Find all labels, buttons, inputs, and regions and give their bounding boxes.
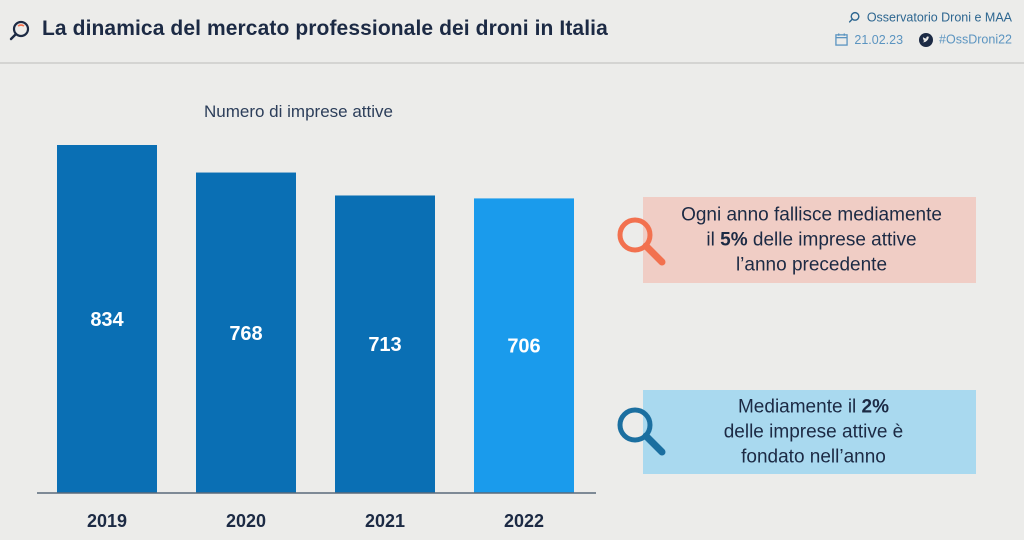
drone-logo-icon — [848, 12, 860, 23]
callout-closure-line2-post: delle imprese attive — [747, 229, 917, 251]
bar-value-label: 768 — [229, 323, 262, 345]
callout-founded-text: Mediamente il 2% delle imprese attive è … — [643, 395, 976, 470]
magnifier-icon — [617, 217, 666, 266]
bar-value-label: 706 — [507, 336, 540, 358]
bar-2022 — [474, 198, 574, 493]
x-tick-label: 2021 — [365, 511, 405, 531]
hashtag-link[interactable]: #OssDroni22 — [939, 32, 1012, 47]
callout-founded-line1-pre: Mediamente il — [737, 396, 862, 418]
twitter-icon[interactable] — [919, 32, 934, 47]
date-row: 21.02.23 #OssDroni22 — [835, 32, 1012, 47]
callout-closure-line2-pre: il — [706, 229, 721, 251]
x-tick-label: 2022 — [504, 511, 544, 531]
date-label: 21.02.23 — [854, 32, 904, 47]
source-label: Osservatorio Droni e MAA — [866, 10, 1012, 25]
bar-2021 — [335, 195, 435, 494]
header: La dinamica del mercato professionale de… — [0, 0, 1024, 64]
callout-closure-percent: 5% — [720, 229, 748, 251]
callout-closure-rate: Ogni anno fallisce mediamente il 5% dell… — [643, 197, 976, 283]
x-tick-label: 2020 — [226, 511, 266, 531]
callout-founded-line3: fondato nell’anno — [741, 446, 886, 468]
bar-value-label: 834 — [90, 309, 124, 331]
callout-founded-rate: Mediamente il 2% delle imprese attive è … — [643, 390, 976, 474]
source-row: Osservatorio Droni e MAA — [848, 10, 1012, 25]
callout-founded-line2: delle imprese attive è — [723, 421, 904, 443]
callout-closure-text: Ogni anno fallisce mediamente il 5% dell… — [643, 203, 976, 278]
page-title: La dinamica del mercato professionale de… — [42, 17, 608, 40]
bar-value-label: 713 — [368, 334, 401, 356]
calendar-icon — [835, 33, 849, 46]
callout-founded-line1: Mediamente il 2% — [651, 395, 976, 420]
bar-2020 — [196, 172, 296, 494]
drone-logo-icon — [9, 20, 30, 41]
x-tick-label: 2019 — [87, 511, 127, 531]
callout-closure-line1: Ogni anno fallisce mediamente — [681, 204, 942, 226]
chart-title: Numero di imprese attive — [204, 102, 393, 121]
callout-closure-line3: l’anno precedente — [735, 254, 888, 276]
magnifier-icon — [617, 407, 666, 456]
callout-closure-line2: il 5% delle imprese attive — [647, 228, 976, 253]
bar-2019 — [57, 145, 157, 493]
callout-founded-percent: 2% — [861, 396, 890, 418]
